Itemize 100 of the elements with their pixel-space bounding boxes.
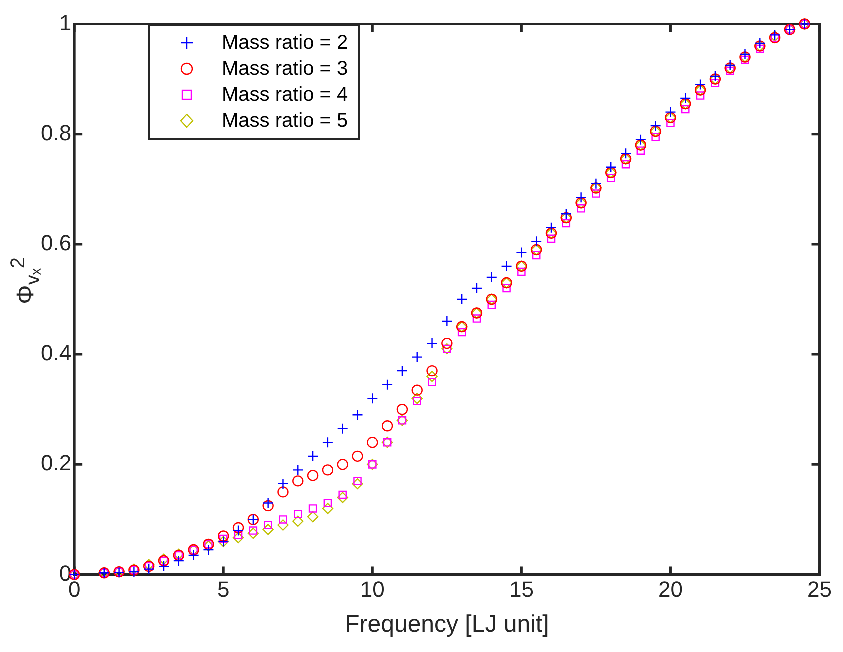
point bbox=[724, 60, 736, 72]
point bbox=[307, 511, 319, 523]
point bbox=[458, 328, 466, 337]
point bbox=[278, 520, 289, 531]
point bbox=[188, 550, 200, 562]
point bbox=[396, 404, 408, 416]
point bbox=[694, 79, 706, 90]
point bbox=[502, 284, 511, 293]
point bbox=[338, 490, 347, 500]
point bbox=[652, 132, 660, 142]
point bbox=[262, 498, 274, 509]
point bbox=[562, 219, 571, 228]
point bbox=[218, 530, 230, 542]
point bbox=[636, 146, 646, 155]
point bbox=[560, 208, 572, 220]
point bbox=[292, 476, 304, 487]
point bbox=[532, 251, 541, 260]
point bbox=[307, 470, 319, 482]
point bbox=[442, 338, 453, 350]
y-tick-label: 0.2 bbox=[40, 450, 72, 476]
point bbox=[471, 282, 483, 294]
point bbox=[382, 379, 394, 390]
point bbox=[681, 105, 690, 114]
point bbox=[232, 525, 244, 536]
point bbox=[428, 378, 436, 386]
point bbox=[547, 234, 556, 244]
point bbox=[516, 247, 528, 258]
point bbox=[308, 504, 318, 513]
point bbox=[756, 44, 764, 54]
point bbox=[665, 106, 676, 118]
point bbox=[740, 48, 751, 60]
legend-label: Mass ratio = 4 bbox=[222, 84, 348, 106]
point bbox=[219, 534, 228, 544]
point bbox=[367, 437, 378, 448]
point bbox=[352, 450, 364, 462]
point bbox=[622, 160, 630, 169]
point bbox=[173, 555, 185, 567]
point bbox=[606, 174, 616, 183]
point bbox=[279, 516, 288, 524]
point bbox=[426, 338, 438, 350]
point bbox=[262, 500, 274, 512]
point bbox=[426, 370, 438, 382]
point bbox=[620, 148, 632, 160]
point bbox=[337, 492, 348, 504]
point bbox=[232, 532, 244, 544]
point bbox=[635, 134, 647, 146]
point bbox=[606, 162, 617, 173]
point bbox=[337, 423, 348, 434]
point bbox=[650, 120, 662, 132]
point bbox=[278, 478, 289, 490]
point bbox=[501, 260, 512, 272]
point bbox=[249, 526, 258, 535]
point bbox=[352, 410, 364, 421]
point bbox=[382, 420, 394, 432]
point bbox=[592, 190, 600, 198]
point bbox=[576, 192, 587, 204]
point bbox=[486, 272, 498, 284]
point bbox=[322, 464, 334, 476]
point bbox=[577, 204, 586, 213]
point bbox=[426, 365, 438, 377]
x-axis-title: Frequency [LJ unit] bbox=[345, 611, 550, 638]
x-tick-label: 5 bbox=[217, 577, 230, 602]
point bbox=[518, 268, 526, 276]
point bbox=[412, 393, 423, 404]
y-tick-label: 0.6 bbox=[40, 230, 72, 256]
point bbox=[144, 564, 155, 575]
point bbox=[696, 92, 705, 100]
point bbox=[488, 300, 496, 310]
point bbox=[754, 38, 766, 50]
point bbox=[337, 459, 348, 470]
point bbox=[680, 92, 692, 104]
x-tick-label: 15 bbox=[509, 577, 534, 602]
point bbox=[367, 393, 378, 404]
point bbox=[456, 294, 468, 306]
point bbox=[278, 486, 289, 498]
point bbox=[324, 499, 332, 508]
point bbox=[442, 316, 453, 328]
point bbox=[472, 314, 482, 323]
point bbox=[262, 524, 274, 536]
point bbox=[711, 78, 720, 88]
point bbox=[412, 352, 423, 363]
point bbox=[322, 503, 334, 514]
y-tick-label: 1 bbox=[59, 10, 72, 36]
x-tick-label: 10 bbox=[360, 577, 385, 602]
point bbox=[666, 119, 675, 128]
x-tick-label: 20 bbox=[658, 577, 683, 602]
point bbox=[396, 365, 408, 377]
point bbox=[158, 560, 170, 572]
y-tick-label: 0.8 bbox=[40, 120, 72, 146]
point bbox=[232, 522, 244, 534]
point bbox=[726, 66, 734, 76]
point bbox=[307, 450, 319, 462]
point bbox=[292, 464, 304, 476]
point bbox=[710, 70, 722, 82]
point bbox=[248, 528, 260, 540]
legend-label: Mass ratio = 2 bbox=[222, 32, 348, 54]
legend-label: Mass ratio = 3 bbox=[222, 58, 348, 80]
point bbox=[234, 531, 243, 540]
point bbox=[203, 544, 214, 556]
point bbox=[546, 222, 558, 234]
